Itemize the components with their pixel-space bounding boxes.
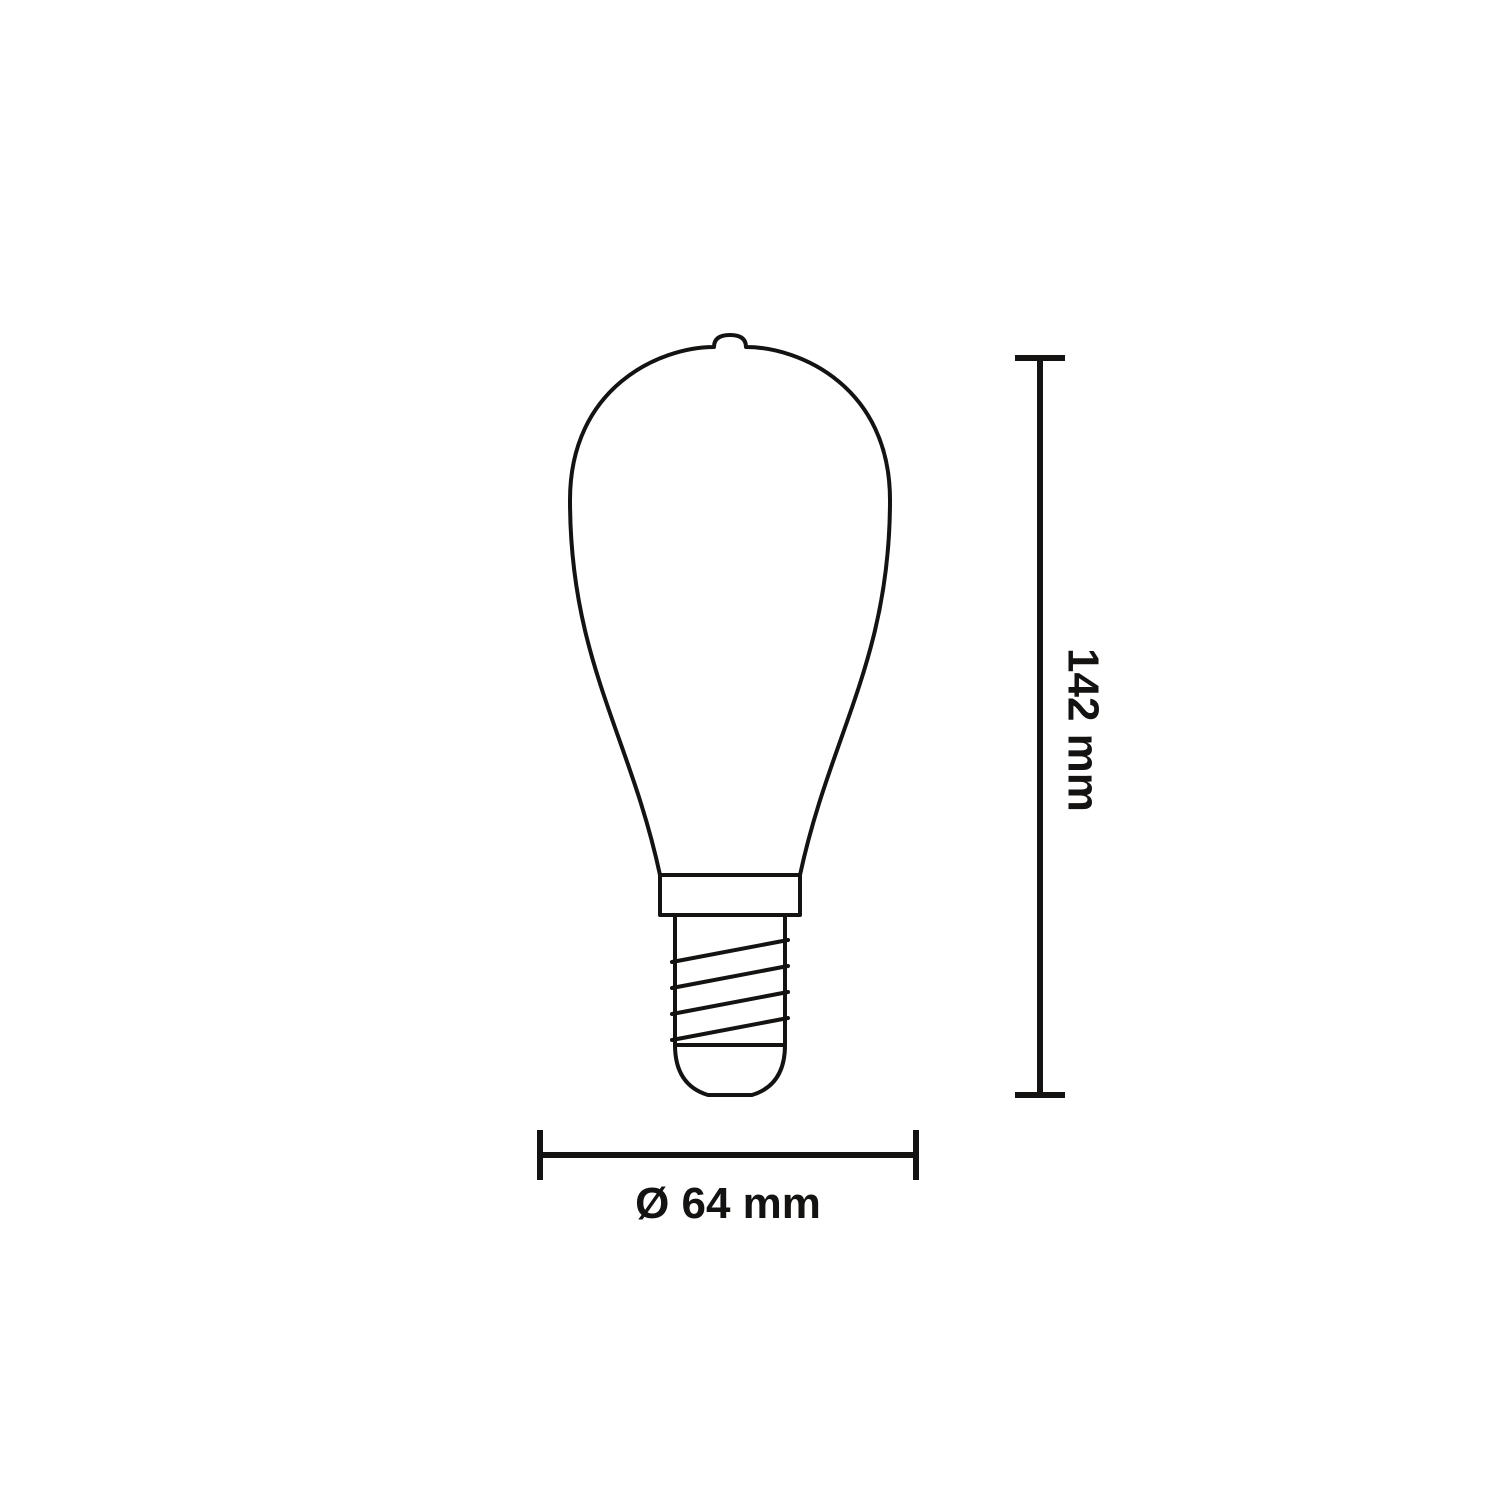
height-dimension-label: 142 mm [1058, 648, 1107, 812]
screw-thread-line-1 [672, 966, 788, 988]
screw-thread-line-3 [672, 1018, 788, 1040]
bulb-outline [570, 335, 890, 1095]
screw-thread-line-2 [672, 992, 788, 1014]
screw-thread-line-0 [672, 940, 788, 962]
bulb-dimension-diagram: 142 mm Ø 64 mm [0, 0, 1500, 1500]
width-dimension-label: Ø 64 mm [635, 1179, 821, 1228]
